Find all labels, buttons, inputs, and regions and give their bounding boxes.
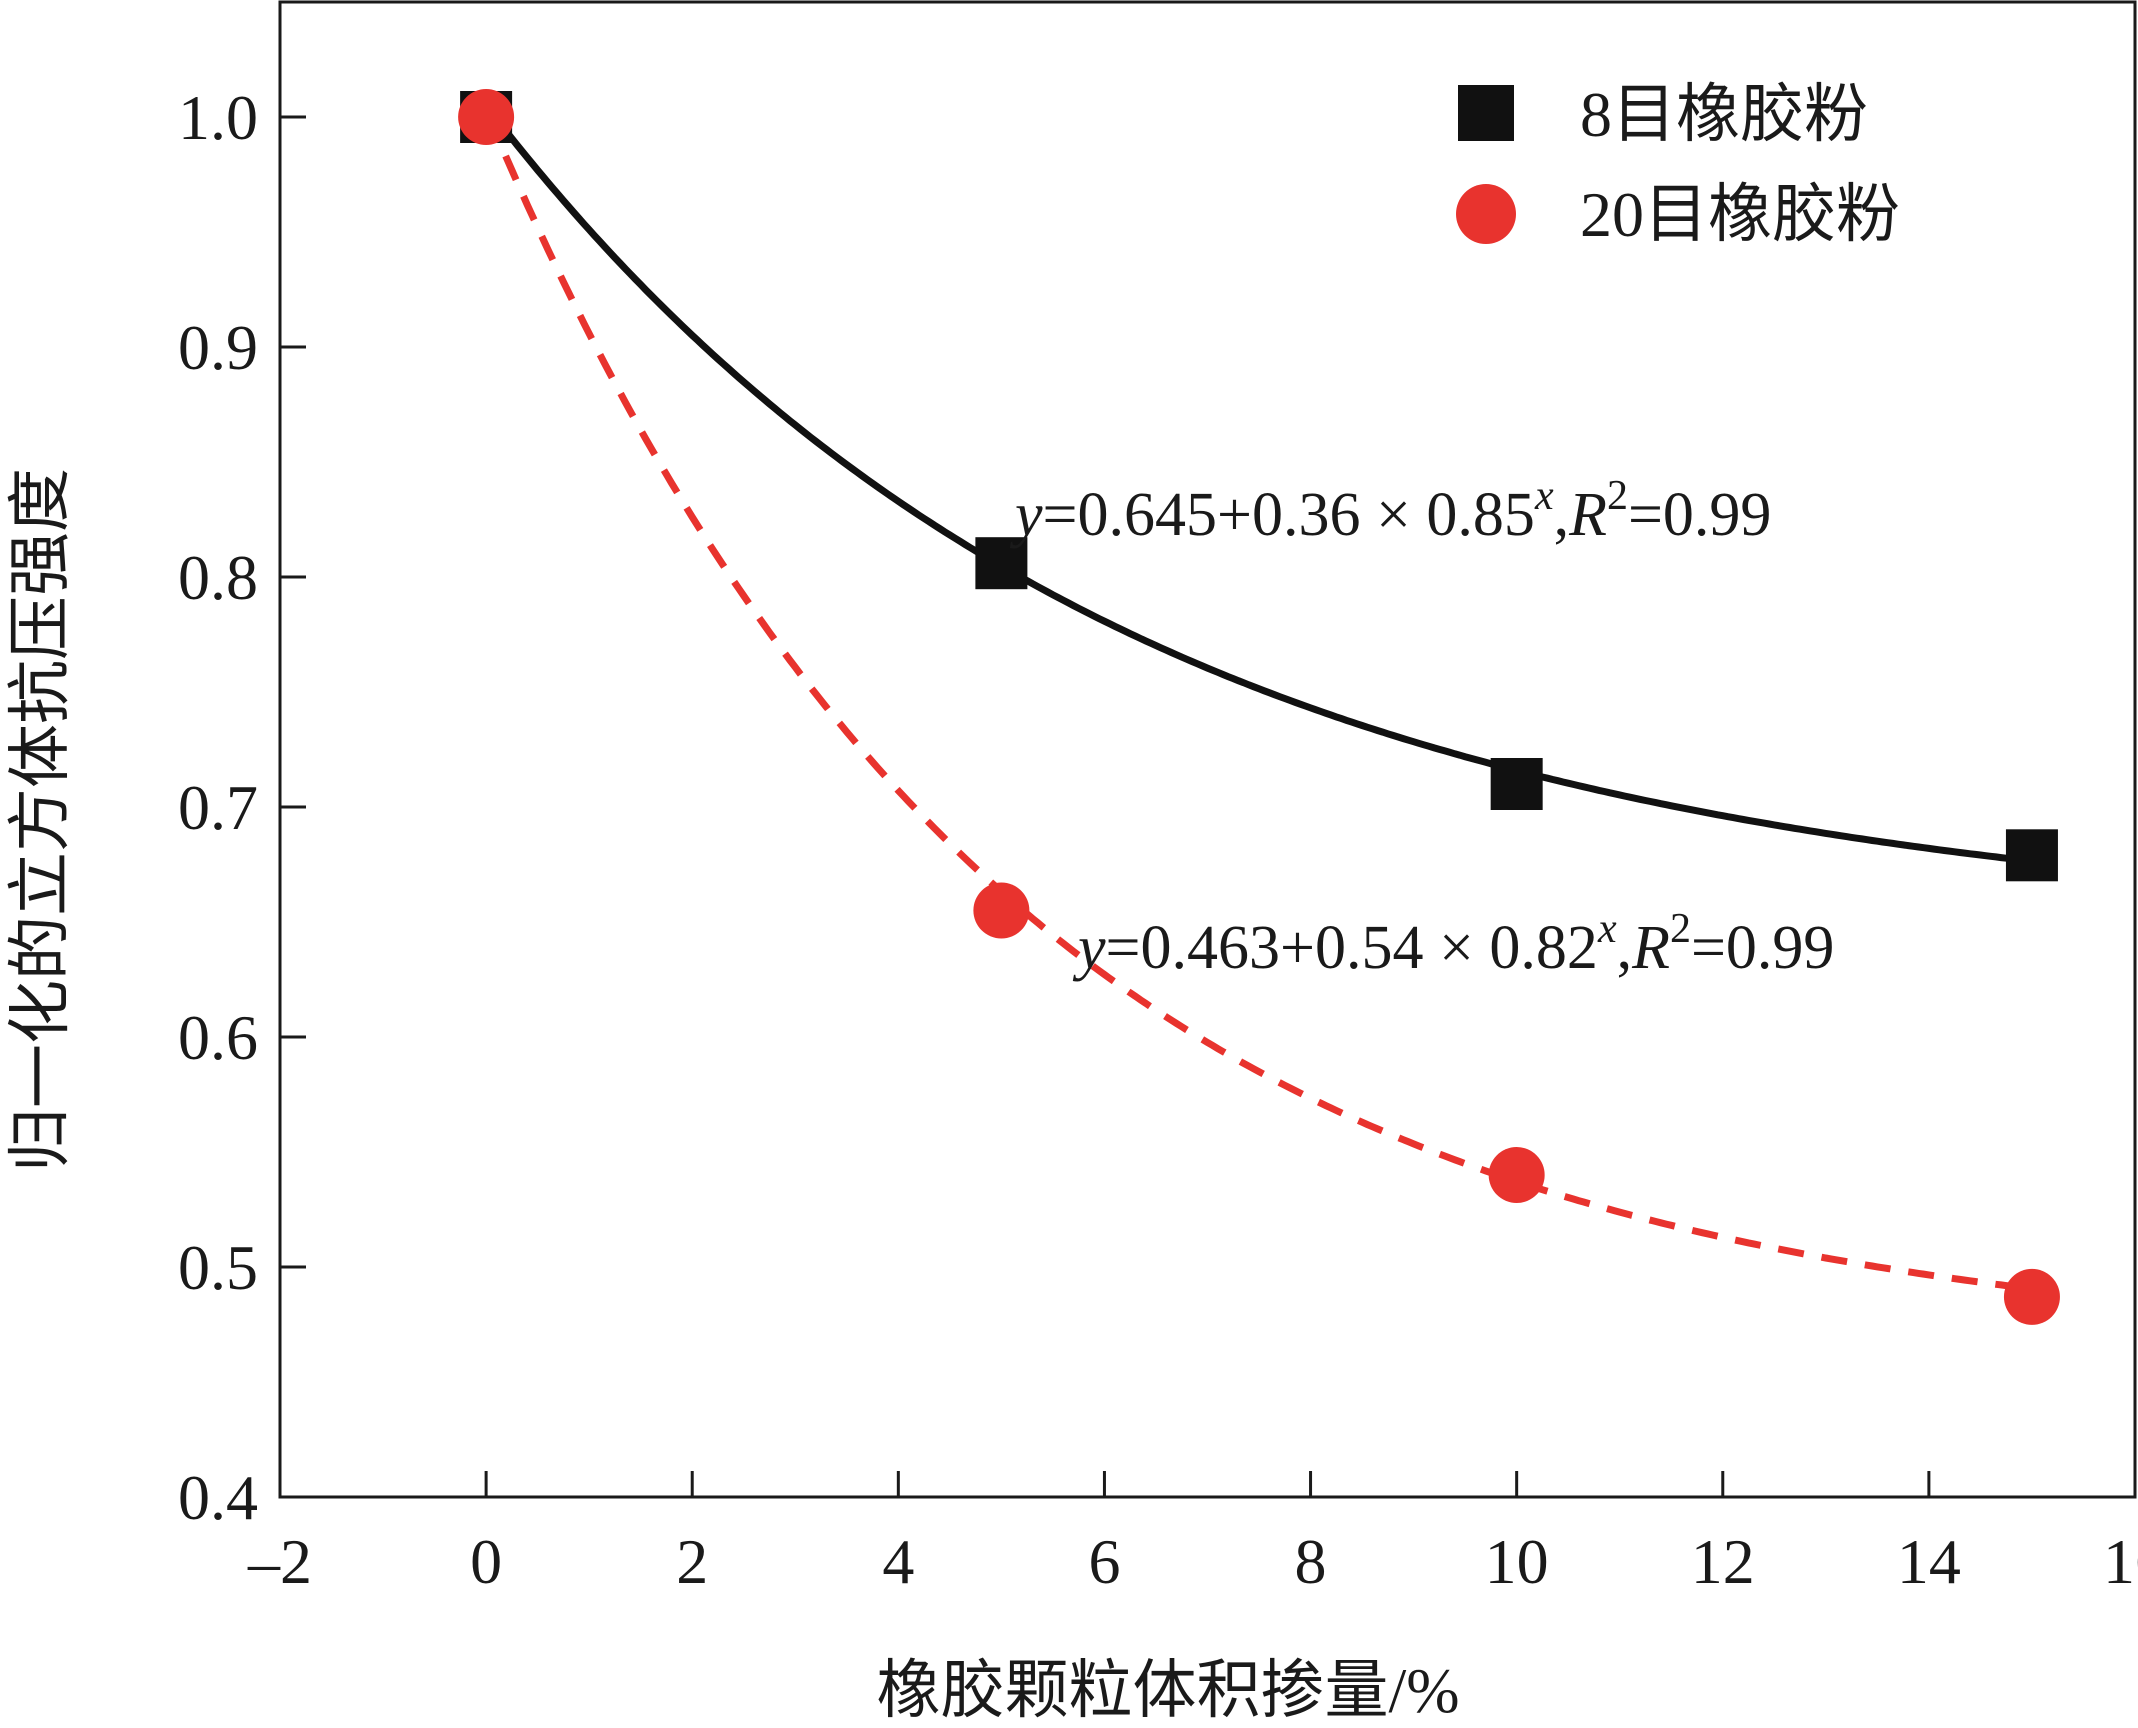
data-point-20-mesh [1488, 1147, 1545, 1203]
x-tick-label: 2 [676, 1526, 708, 1597]
data-points [458, 89, 2060, 1325]
legend-marker-20-mesh [1456, 184, 1516, 244]
plot-frame [278, 0, 2137, 1499]
fit-curves [483, 113, 2033, 1293]
y-tick-label: 0.5 [178, 1232, 258, 1303]
x-tick-label: 10 [1485, 1526, 1549, 1597]
data-point-20-mesh [973, 882, 1030, 939]
y-axis: 0.4 0.5 0.6 0.7 0.8 0.9 1.0 [178, 82, 306, 1533]
legend-label-20-mesh: 20目橡胶粉 [1580, 179, 1900, 250]
equation-8-mesh: y=0.645+0.36 × 0.85x,R2=0.99 [1009, 473, 1771, 549]
data-point-8-mesh [975, 537, 1028, 590]
data-point-8-mesh [1490, 758, 1543, 810]
y-tick-label: 0.6 [178, 1002, 258, 1073]
x-tick-label: 8 [1295, 1526, 1327, 1597]
x-tick-label: –2 [247, 1526, 312, 1597]
data-point-20-mesh [458, 89, 515, 145]
x-tick-label: 14 [1897, 1526, 1961, 1597]
equation-20-mesh: y=0.463+0.54 × 0.82x,R2=0.99 [1072, 906, 1834, 982]
x-axis: –2 0 2 4 6 8 10 12 14 16 [247, 1471, 2138, 1597]
legend: 8目橡胶粉 20目橡胶粉 [1456, 79, 1900, 250]
y-tick-label: 0.9 [178, 312, 258, 383]
y-tick-label: 1.0 [178, 82, 258, 153]
y-axis-title: 归一化的立方体抗压强度 [5, 468, 76, 1172]
legend-label-8-mesh: 8目橡胶粉 [1580, 79, 1868, 150]
x-tick-label: 16 [2103, 1526, 2138, 1597]
y-tick-label: 0.4 [178, 1462, 258, 1533]
x-axis-title: 橡胶颗粒体积掺量/% [876, 1655, 1459, 1726]
fit-curve-8-mesh [486, 113, 2033, 865]
x-tick-label: 4 [882, 1526, 914, 1597]
x-tick-label: 0 [470, 1526, 502, 1597]
x-tick-label: 6 [1088, 1526, 1120, 1597]
legend-marker-8-mesh [1458, 85, 1514, 141]
y-tick-label: 0.8 [178, 542, 258, 613]
y-tick-label: 0.7 [178, 772, 258, 843]
fit-curve-20-mesh [483, 114, 2033, 1293]
data-point-20-mesh [2003, 1268, 2060, 1325]
data-point-8-mesh [2005, 829, 2058, 882]
x-tick-label: 12 [1691, 1526, 1755, 1597]
